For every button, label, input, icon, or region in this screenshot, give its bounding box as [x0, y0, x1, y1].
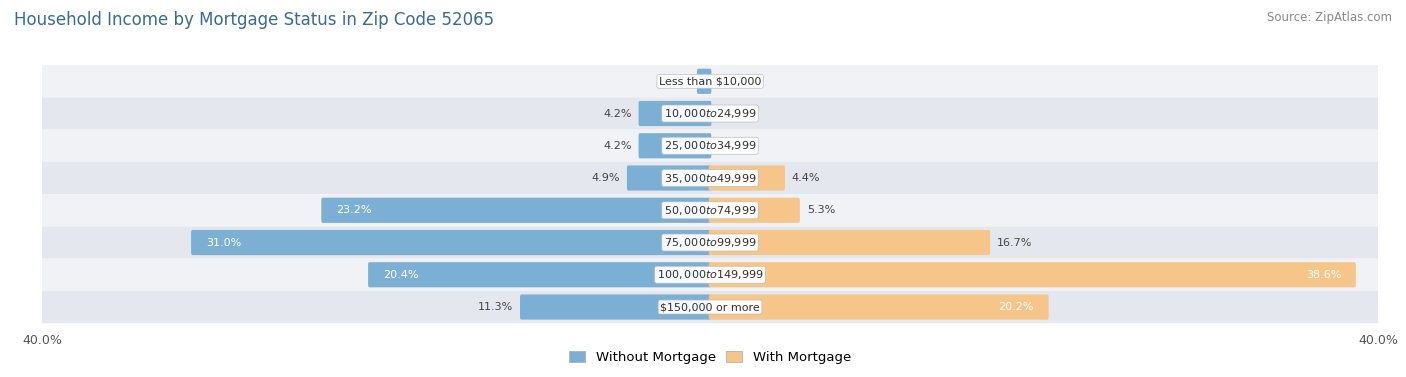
Text: 4.4%: 4.4%	[792, 173, 820, 183]
FancyBboxPatch shape	[709, 262, 1355, 287]
Text: $100,000 to $149,999: $100,000 to $149,999	[657, 268, 763, 281]
Text: 20.4%: 20.4%	[382, 270, 418, 280]
FancyBboxPatch shape	[368, 262, 711, 287]
Text: $50,000 to $74,999: $50,000 to $74,999	[664, 204, 756, 217]
Text: Household Income by Mortgage Status in Zip Code 52065: Household Income by Mortgage Status in Z…	[14, 11, 494, 29]
Text: 4.9%: 4.9%	[592, 173, 620, 183]
FancyBboxPatch shape	[8, 259, 1406, 291]
FancyBboxPatch shape	[322, 198, 711, 223]
Text: 4.2%: 4.2%	[603, 141, 631, 151]
Text: 16.7%: 16.7%	[997, 238, 1032, 248]
Text: Less than $10,000: Less than $10,000	[659, 76, 761, 86]
Text: 11.3%: 11.3%	[478, 302, 513, 312]
FancyBboxPatch shape	[709, 294, 1049, 320]
FancyBboxPatch shape	[697, 69, 711, 94]
FancyBboxPatch shape	[627, 166, 711, 191]
Legend: Without Mortgage, With Mortgage: Without Mortgage, With Mortgage	[564, 346, 856, 369]
Text: 23.2%: 23.2%	[336, 205, 371, 215]
Text: 38.6%: 38.6%	[1306, 270, 1341, 280]
Text: 20.2%: 20.2%	[998, 302, 1033, 312]
FancyBboxPatch shape	[520, 294, 711, 320]
FancyBboxPatch shape	[8, 227, 1406, 259]
FancyBboxPatch shape	[8, 130, 1406, 162]
Text: 5.3%: 5.3%	[807, 205, 835, 215]
Text: 0.0%: 0.0%	[718, 76, 747, 86]
Text: 0.0%: 0.0%	[718, 141, 747, 151]
Text: 0.0%: 0.0%	[718, 109, 747, 118]
FancyBboxPatch shape	[8, 162, 1406, 194]
Text: $35,000 to $49,999: $35,000 to $49,999	[664, 172, 756, 184]
FancyBboxPatch shape	[709, 166, 785, 191]
Text: 31.0%: 31.0%	[205, 238, 240, 248]
FancyBboxPatch shape	[709, 230, 990, 255]
FancyBboxPatch shape	[8, 194, 1406, 227]
Text: $75,000 to $99,999: $75,000 to $99,999	[664, 236, 756, 249]
Text: $10,000 to $24,999: $10,000 to $24,999	[664, 107, 756, 120]
FancyBboxPatch shape	[8, 291, 1406, 323]
FancyBboxPatch shape	[191, 230, 711, 255]
FancyBboxPatch shape	[8, 65, 1406, 97]
FancyBboxPatch shape	[638, 133, 711, 158]
Text: Source: ZipAtlas.com: Source: ZipAtlas.com	[1267, 11, 1392, 24]
FancyBboxPatch shape	[709, 198, 800, 223]
FancyBboxPatch shape	[8, 97, 1406, 130]
Text: $25,000 to $34,999: $25,000 to $34,999	[664, 139, 756, 152]
Text: 4.2%: 4.2%	[603, 109, 631, 118]
FancyBboxPatch shape	[638, 101, 711, 126]
Text: $150,000 or more: $150,000 or more	[661, 302, 759, 312]
